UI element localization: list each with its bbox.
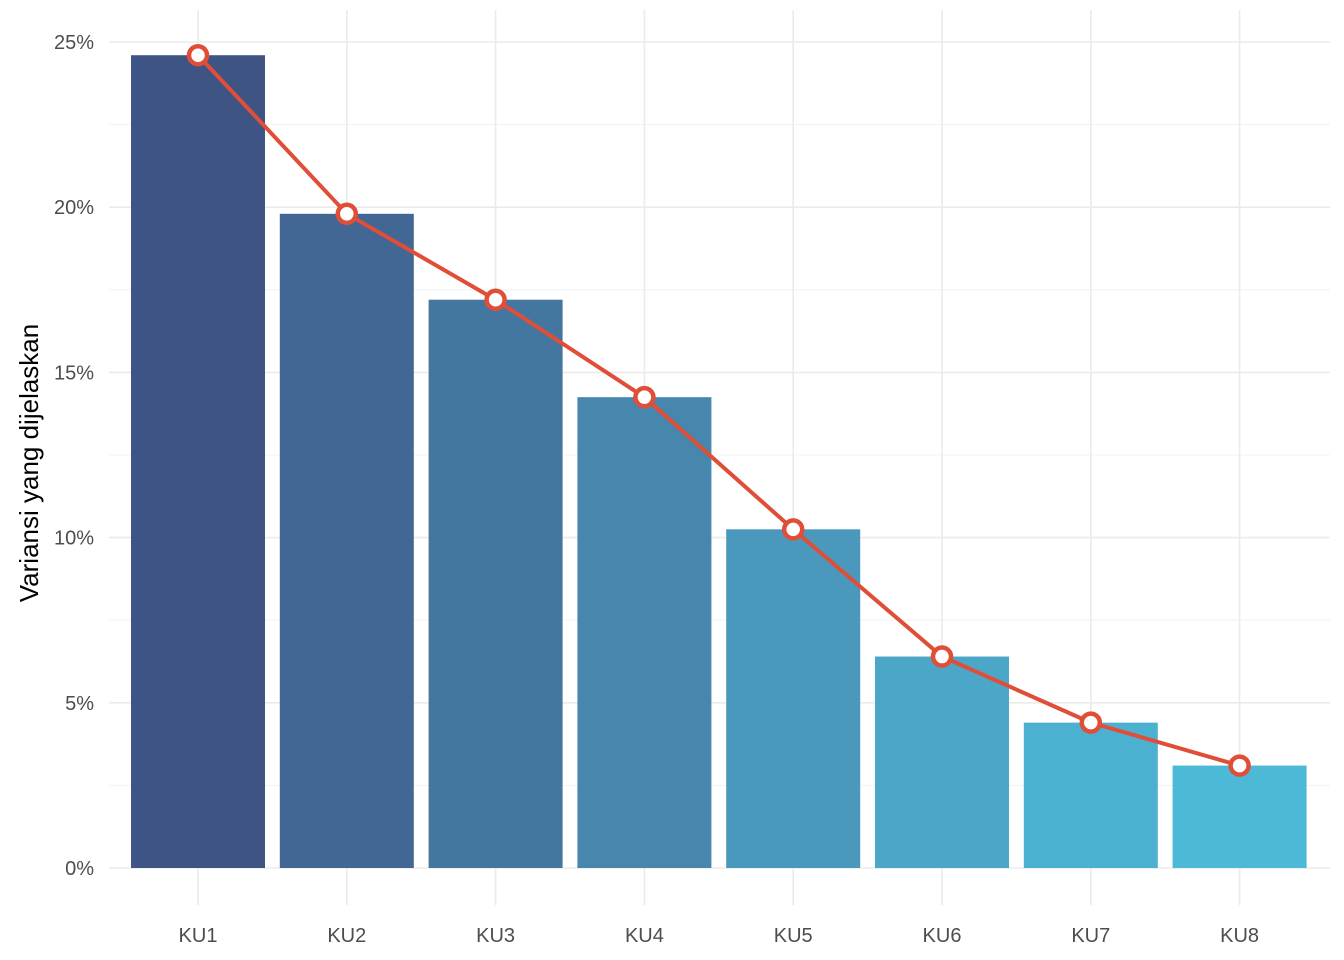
y-tick-label: 0% (65, 858, 94, 880)
y-tick-label: 10% (54, 528, 94, 550)
series-line (196, 53, 1241, 768)
x-tick-label: KU3 (476, 925, 515, 947)
line-layer (186, 43, 1251, 777)
y-axis-title: Variansi yang dijelaskan (14, 324, 44, 602)
x-tick-label: KU8 (1220, 925, 1259, 947)
bar-ku8 (1172, 765, 1307, 868)
bar-ku3 (428, 299, 563, 868)
y-tick-label: 25% (54, 32, 94, 54)
x-tick-label: KU6 (923, 925, 962, 947)
x-tick-label: KU2 (327, 925, 366, 947)
point-ku2 (335, 202, 359, 226)
bar-ku5 (726, 529, 861, 868)
bars-layer (131, 55, 1307, 869)
x-tick-label: KU4 (625, 925, 664, 947)
point-ku4 (633, 385, 656, 409)
x-axis-ticks: KU1 KU2 KU3 KU4 KU5 KU6 KU7 KU8 (179, 925, 1260, 947)
x-tick-label: KU1 (179, 925, 218, 947)
y-tick-label: 20% (54, 197, 94, 219)
bar-ku2 (279, 213, 414, 869)
x-tick-label: KU7 (1071, 925, 1110, 947)
point-ku7 (1079, 711, 1103, 734)
point-ku1 (186, 43, 210, 67)
bar-ku7 (1023, 722, 1158, 868)
point-ku5 (781, 518, 805, 541)
point-ku8 (1228, 754, 1251, 777)
bar-ku1 (131, 55, 265, 868)
bar-ku4 (577, 397, 712, 868)
x-tick-label: KU5 (774, 925, 813, 947)
y-tick-label: 15% (54, 362, 94, 384)
bar-ku6 (875, 656, 1009, 868)
y-tick-label: 5% (65, 693, 94, 715)
y-axis-ticks: 0% 5% 10% 15% 20% 25% (54, 32, 94, 880)
point-ku3 (484, 288, 507, 311)
point-ku6 (930, 645, 954, 668)
